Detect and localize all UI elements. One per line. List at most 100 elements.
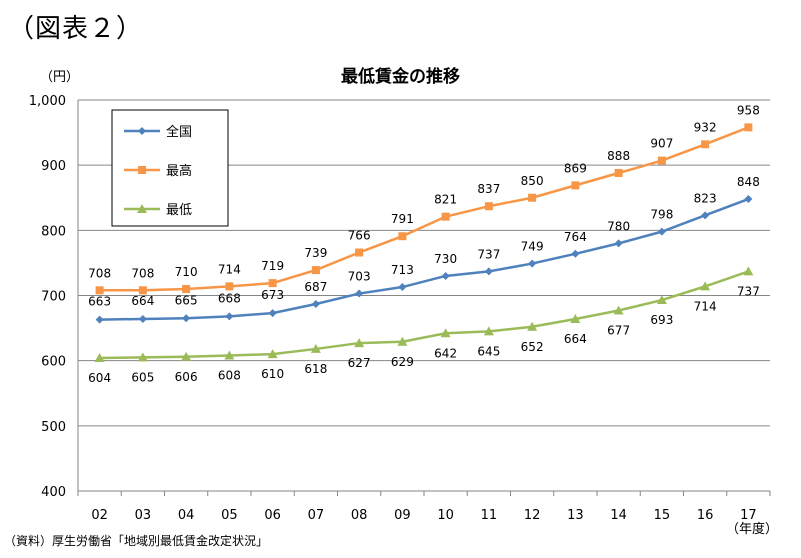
data-point-diamond bbox=[744, 195, 753, 204]
data-point-triangle bbox=[137, 352, 148, 362]
x-tick-label: 16 bbox=[697, 508, 714, 523]
data-label: 958 bbox=[737, 103, 760, 117]
y-tick-label: 700 bbox=[41, 290, 66, 305]
data-point-square bbox=[528, 193, 537, 202]
x-axis-unit-label: （年度） bbox=[726, 522, 779, 537]
data-label: 664 bbox=[131, 294, 154, 308]
data-point-diamond bbox=[441, 271, 450, 280]
data-label: 629 bbox=[391, 355, 414, 369]
data-point-diamond bbox=[571, 249, 580, 258]
x-tick-label: 12 bbox=[524, 508, 541, 523]
y-axis-ticks: 400 500 600 700 800 900 1,000 bbox=[29, 94, 66, 500]
data-point-square bbox=[225, 282, 234, 291]
data-point-triangle bbox=[743, 266, 754, 276]
data-labels: 663 664 665 668 673 687 703 713 730 737 749 764 780 7… bbox=[88, 103, 760, 385]
data-point-triangle bbox=[354, 338, 365, 348]
data-label: 932 bbox=[694, 120, 717, 134]
data-label: 821 bbox=[434, 193, 457, 207]
data-point-triangle bbox=[570, 313, 581, 323]
chart-title: 最低賃金の推移 bbox=[341, 67, 460, 87]
x-tick-label: 15 bbox=[654, 508, 671, 523]
data-point-triangle bbox=[700, 281, 711, 291]
legend-label: 最低 bbox=[166, 203, 192, 218]
data-point-square bbox=[614, 168, 623, 177]
data-point-square bbox=[398, 232, 407, 241]
legend-marker bbox=[138, 166, 146, 174]
data-label: 766 bbox=[348, 228, 371, 242]
data-label: 693 bbox=[650, 313, 673, 327]
data-label: 764 bbox=[564, 230, 587, 244]
data-label: 888 bbox=[607, 149, 630, 163]
data-point-square bbox=[571, 181, 580, 190]
x-tick-label: 17 bbox=[740, 508, 757, 523]
data-label: 837 bbox=[477, 182, 500, 196]
data-label: 708 bbox=[88, 266, 111, 280]
series-line-diamond bbox=[99, 197, 749, 321]
data-point-square bbox=[138, 286, 147, 295]
data-point-triangle bbox=[397, 336, 408, 346]
data-label: 687 bbox=[304, 280, 327, 294]
x-tick-label: 06 bbox=[264, 508, 281, 523]
data-label: 850 bbox=[521, 174, 544, 188]
data-point-diamond bbox=[355, 289, 364, 298]
data-label: 668 bbox=[218, 291, 241, 305]
data-point-diamond bbox=[484, 267, 493, 276]
data-point-square bbox=[355, 248, 364, 257]
y-tick-label: 400 bbox=[41, 485, 66, 500]
data-point-square bbox=[182, 284, 191, 293]
x-tick-label: 14 bbox=[610, 508, 627, 523]
data-label: 608 bbox=[218, 368, 241, 382]
data-label: 663 bbox=[88, 295, 111, 309]
data-label: 652 bbox=[521, 340, 544, 354]
x-tick-label: 09 bbox=[394, 508, 411, 523]
data-point-triangle bbox=[527, 321, 538, 331]
series-line-triangle bbox=[99, 270, 749, 360]
data-label: 737 bbox=[477, 247, 500, 261]
data-point-square bbox=[95, 286, 104, 295]
y-tick-label: 1,000 bbox=[29, 94, 66, 109]
data-point-diamond bbox=[398, 283, 407, 292]
data-point-triangle bbox=[310, 343, 321, 353]
source-note: （資料）厚生労働省「地域別最低賃金改定状況」 bbox=[4, 534, 269, 548]
x-tick-label: 13 bbox=[567, 508, 584, 523]
series-lines bbox=[94, 123, 754, 363]
data-label: 714 bbox=[694, 299, 717, 313]
data-point-triangle bbox=[267, 349, 278, 359]
data-label: 606 bbox=[175, 370, 198, 384]
legend-marker bbox=[138, 127, 146, 135]
data-label: 673 bbox=[261, 288, 284, 302]
figure-label: （図表２） bbox=[8, 14, 144, 44]
data-point-triangle bbox=[224, 350, 235, 360]
data-point-square bbox=[484, 202, 493, 211]
data-point-diamond bbox=[657, 227, 666, 236]
x-tick-label: 02 bbox=[91, 508, 108, 523]
data-point-diamond bbox=[311, 299, 320, 308]
data-label: 714 bbox=[218, 262, 241, 276]
data-label: 798 bbox=[650, 208, 673, 222]
data-point-square bbox=[441, 212, 450, 221]
data-label: 604 bbox=[88, 371, 111, 385]
data-label: 677 bbox=[607, 323, 630, 337]
x-tick-label: 04 bbox=[178, 508, 195, 523]
legend-label: 最高 bbox=[166, 163, 192, 179]
data-label: 907 bbox=[650, 137, 673, 151]
data-label: 610 bbox=[261, 367, 284, 381]
data-label: 703 bbox=[348, 270, 371, 284]
data-point-diamond bbox=[182, 314, 191, 323]
data-label: 780 bbox=[607, 219, 630, 233]
data-point-triangle bbox=[613, 305, 624, 315]
data-label: 869 bbox=[564, 161, 587, 175]
data-label: 710 bbox=[175, 265, 198, 279]
data-point-diamond bbox=[268, 309, 277, 318]
y-tick-label: 500 bbox=[41, 420, 66, 435]
legend-label: 全国 bbox=[166, 124, 192, 140]
data-label: 749 bbox=[521, 240, 544, 254]
data-point-triangle bbox=[181, 351, 192, 361]
x-tick-label: 11 bbox=[481, 508, 498, 523]
data-point-square bbox=[657, 156, 666, 165]
x-tick-label: 03 bbox=[135, 508, 152, 523]
data-label: 708 bbox=[131, 266, 154, 280]
data-label: 642 bbox=[434, 346, 457, 360]
x-tick-label: 07 bbox=[308, 508, 325, 523]
data-point-triangle bbox=[483, 326, 494, 336]
